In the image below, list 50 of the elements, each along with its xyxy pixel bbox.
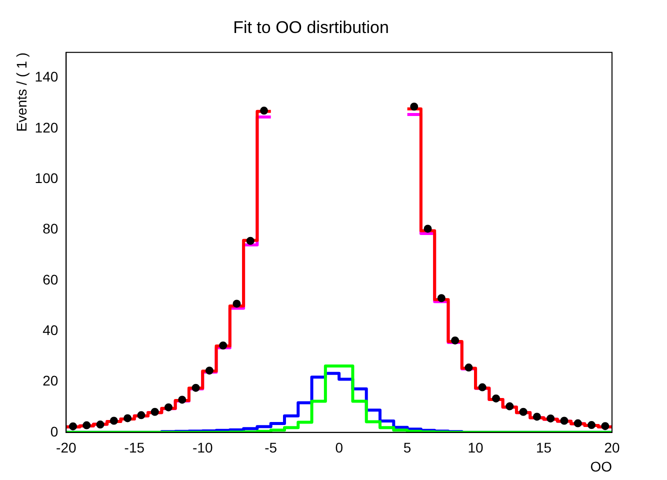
point xyxy=(110,416,118,425)
point xyxy=(410,102,418,111)
x-tick-label: -5 xyxy=(264,440,278,456)
x-axis-title: OO xyxy=(590,458,612,474)
x-tick-label: 0 xyxy=(335,440,344,456)
point xyxy=(492,394,500,402)
point xyxy=(219,342,228,350)
point xyxy=(232,300,241,308)
point xyxy=(246,236,254,245)
point xyxy=(506,402,514,410)
y-tick-label: 40 xyxy=(42,322,58,338)
point xyxy=(164,403,173,412)
point xyxy=(601,422,610,430)
y-tick-label: 140 xyxy=(34,68,58,85)
x-tick-label: 20 xyxy=(604,440,620,456)
point xyxy=(560,416,568,425)
point xyxy=(82,421,91,430)
point xyxy=(68,422,77,430)
chart-title: Fit to OO disrtibution xyxy=(233,18,389,37)
y-tick-label: 80 xyxy=(42,220,58,237)
x-tick-label: -20 xyxy=(56,440,76,456)
point xyxy=(124,414,132,422)
x-tick-label: 5 xyxy=(403,440,412,456)
x-tick-label: 15 xyxy=(536,440,552,456)
point xyxy=(150,408,159,416)
y-tick-label: 0 xyxy=(50,423,58,440)
point xyxy=(519,408,528,416)
y-axis-title: Events / ( 1 ) xyxy=(13,52,30,132)
point xyxy=(588,421,596,430)
point xyxy=(260,106,268,115)
point xyxy=(464,364,473,372)
x-tick-label: -15 xyxy=(124,440,145,456)
y-tick-label: 120 xyxy=(34,119,58,136)
x-tick-label: -10 xyxy=(192,440,213,456)
point xyxy=(478,383,486,392)
point xyxy=(192,384,200,392)
point xyxy=(532,412,541,421)
point xyxy=(574,419,582,428)
point xyxy=(205,366,214,375)
y-tick-label: 60 xyxy=(42,271,58,288)
point xyxy=(137,411,146,420)
y-tick-label: 20 xyxy=(42,372,58,389)
x-tick-label: 10 xyxy=(468,440,484,456)
point xyxy=(96,420,104,429)
point xyxy=(178,396,186,404)
point xyxy=(424,224,432,233)
point xyxy=(451,336,460,344)
point xyxy=(437,294,446,302)
y-tick-label: 100 xyxy=(34,170,58,186)
point xyxy=(546,414,555,422)
